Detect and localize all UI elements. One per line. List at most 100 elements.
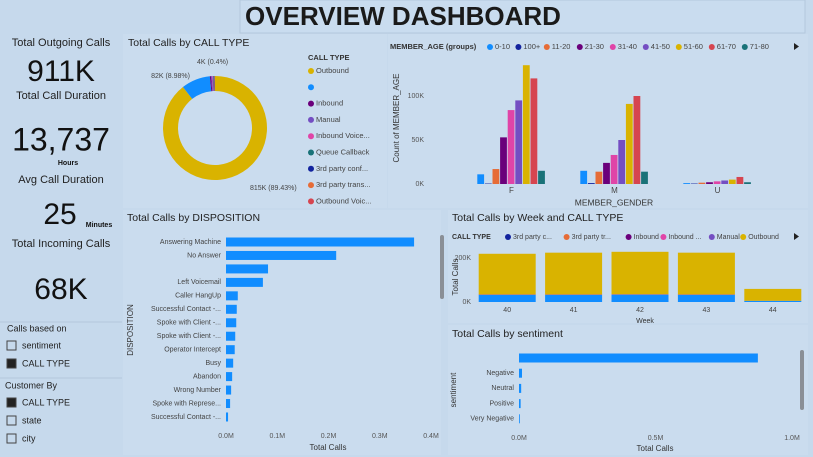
x-tick-label: 0.2M — [321, 433, 337, 440]
legend-label[interactable]: 51-60 — [684, 42, 703, 51]
y-tick-label: 50K — [412, 137, 425, 144]
legend-label[interactable]: 3rd party tr... — [572, 234, 611, 241]
legend-label[interactable]: 21-30 — [585, 42, 604, 51]
bar — [519, 414, 520, 424]
legend-marker[interactable] — [308, 68, 314, 74]
bar — [538, 170, 545, 184]
legend-marker[interactable] — [563, 234, 570, 240]
scrollbar[interactable] — [440, 235, 444, 299]
legend-label[interactable]: 61-70 — [717, 42, 736, 51]
legend-label[interactable]: Outbound — [316, 66, 349, 75]
bar — [226, 237, 415, 247]
y-tick-label: Caller HangUp — [175, 293, 221, 300]
legend-marker[interactable] — [660, 234, 667, 240]
legend-marker[interactable] — [642, 44, 649, 50]
x-axis-title: Week — [636, 318, 654, 325]
legend-label[interactable]: Queue Callback — [316, 147, 370, 156]
legend-label[interactable]: Inbound Voice... — [316, 131, 370, 140]
bar — [519, 353, 758, 363]
legend-marker[interactable] — [308, 182, 314, 189]
y-axis-title: DISPOSITION — [126, 304, 135, 356]
bar — [721, 180, 729, 184]
bar — [226, 385, 232, 395]
checkbox[interactable] — [6, 433, 17, 444]
legend-label[interactable]: Manual — [717, 234, 740, 241]
legend-label[interactable]: Inbound ... — [668, 234, 701, 241]
legend-label[interactable]: 3rd party c... — [513, 234, 552, 241]
legend-marker[interactable] — [576, 44, 583, 50]
legend-marker[interactable] — [505, 234, 511, 240]
bar — [226, 399, 231, 409]
slicer-option[interactable]: CALL TYPE — [22, 358, 70, 368]
legend-label[interactable]: Outbound — [748, 234, 779, 241]
legend-marker[interactable] — [675, 44, 682, 50]
legend-marker[interactable] — [543, 44, 550, 50]
bar — [226, 372, 233, 382]
chart-title: Total Calls by DISPOSITION — [127, 212, 260, 224]
legend-marker[interactable] — [708, 44, 715, 50]
legend-label[interactable]: 3rd party conf... — [316, 164, 368, 173]
bar — [500, 137, 507, 184]
legend-marker[interactable] — [740, 234, 747, 240]
checkbox[interactable] — [6, 358, 17, 369]
bar-segment — [677, 252, 735, 295]
legend-marker[interactable] — [308, 100, 314, 107]
legend-marker[interactable] — [308, 165, 314, 172]
legend-label[interactable]: Manual — [316, 115, 341, 124]
y-tick-label: Negative — [486, 370, 514, 377]
legend-label[interactable]: 3rd party trans... — [316, 180, 371, 189]
scrollbar[interactable] — [800, 350, 804, 410]
kpi-label: Avg Call Duration — [18, 174, 103, 186]
panel — [448, 325, 808, 455]
chart-title: Total Calls by CALL TYPE — [128, 37, 249, 49]
legend-title: CALL TYPE — [452, 234, 491, 241]
legend-marker[interactable] — [609, 44, 616, 50]
kpi-value: 25 — [43, 198, 76, 231]
slicer-option[interactable]: CALL TYPE — [22, 397, 70, 407]
bar — [706, 182, 713, 184]
data-label: 4K (0.4%) — [197, 59, 228, 66]
legend-marker[interactable] — [308, 198, 314, 205]
legend-marker[interactable] — [308, 116, 314, 123]
y-axis-title: Total Calls — [451, 259, 460, 296]
legend-marker[interactable] — [308, 149, 314, 156]
legend-marker[interactable] — [515, 44, 522, 50]
checkbox[interactable] — [6, 397, 17, 408]
legend-label[interactable]: 41-50 — [651, 42, 670, 51]
legend-label[interactable]: 100+ — [523, 42, 541, 51]
legend-label[interactable]: 0-10 — [495, 42, 510, 51]
legend-label[interactable]: Inbound — [634, 234, 659, 241]
legend-marker[interactable] — [708, 234, 715, 240]
bar — [603, 162, 610, 184]
slicer-option[interactable]: city — [22, 433, 36, 443]
checkbox[interactable] — [6, 340, 17, 351]
legend-next-arrow[interactable] — [794, 233, 799, 240]
slicer-option[interactable]: state — [22, 415, 42, 425]
legend-label[interactable]: Outbound Voic... — [316, 196, 371, 205]
legend-marker[interactable] — [487, 44, 493, 50]
legend-label[interactable]: 11-20 — [552, 42, 571, 51]
legend-label[interactable]: 71-80 — [750, 42, 769, 51]
legend-marker[interactable] — [741, 44, 748, 50]
kpi-label: Total Outgoing Calls — [12, 37, 111, 49]
bar — [641, 171, 648, 184]
y-tick-label: Successful Contact -... — [151, 414, 221, 421]
y-tick-label: Spoke with Client -... — [157, 333, 221, 340]
legend-marker[interactable] — [308, 133, 314, 140]
y-tick-label: 0K — [415, 181, 424, 188]
legend-label[interactable]: 31-40 — [618, 42, 637, 51]
legend-marker[interactable] — [308, 84, 314, 91]
x-tick-label: 1.0M — [784, 435, 800, 442]
legend-label[interactable]: Inbound — [316, 99, 343, 108]
bar — [744, 182, 751, 184]
y-tick-label: Operator Intercept — [164, 347, 221, 354]
x-tick-label: 0.0M — [511, 435, 527, 442]
bar-segment — [677, 294, 735, 302]
legend-next-arrow[interactable] — [794, 43, 799, 50]
kpi-value: 68K — [34, 273, 87, 306]
y-tick-label: Abandon — [193, 373, 221, 380]
legend-marker[interactable] — [625, 234, 632, 240]
checkbox[interactable] — [6, 415, 17, 426]
y-tick-label: 0K — [462, 299, 471, 306]
slicer-option[interactable]: sentiment — [22, 340, 62, 350]
